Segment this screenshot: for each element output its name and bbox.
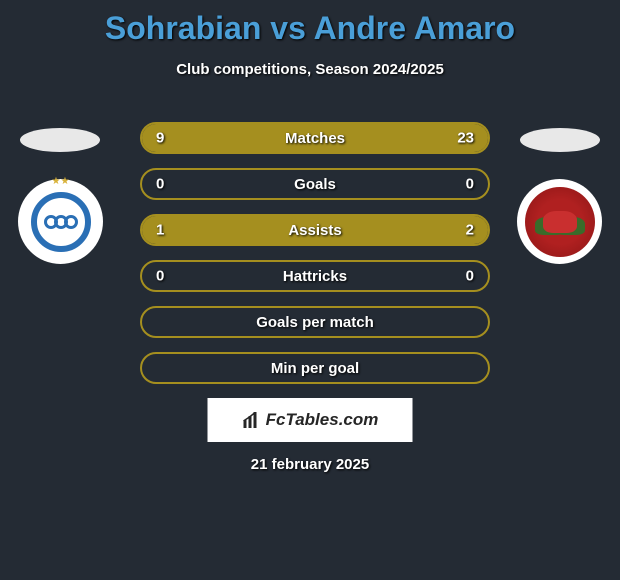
stat-value-right: 23 [457,130,474,147]
branding-box: FcTables.com [208,398,413,442]
stats-bars: Matches923Goals00Assists12Hattricks00Goa… [140,122,490,398]
stat-row: Goals per match [140,306,490,338]
stat-value-left: 1 [156,222,164,239]
team-crest-right [517,179,602,264]
flag-left [20,128,100,152]
date-text: 21 february 2025 [0,456,620,473]
stat-value-right: 2 [466,222,474,239]
crest-red-icon [525,187,595,257]
crest-blue-rings-icon [31,192,91,252]
stat-label: Min per goal [142,360,488,377]
flag-right [520,128,600,152]
branding-logo-icon [242,410,262,430]
page-title: Sohrabian vs Andre Amaro [0,0,620,47]
stat-row: Hattricks0 0 [140,260,490,292]
team-crest-left [18,179,103,264]
stat-value-left: 9 [156,130,164,147]
stat-label: Assists [142,222,488,239]
stat-value-right: 0 [466,268,474,285]
stat-label: Goals per match [142,314,488,331]
stat-row: Assists1 2 [140,214,490,246]
stat-row: Min per goal [140,352,490,384]
stat-value-left: 0 [156,268,164,285]
stat-label: Hattricks [142,268,488,285]
stat-row: Matches9 23 [140,122,490,154]
stat-value-left: 0 [156,176,164,193]
stat-label: Matches [142,130,488,147]
subtitle: Club competitions, Season 2024/2025 [0,61,620,78]
stat-row: Goals0 0 [140,168,490,200]
stat-value-right: 0 [466,176,474,193]
branding-text: FcTables.com [266,410,379,430]
stat-label: Goals [142,176,488,193]
